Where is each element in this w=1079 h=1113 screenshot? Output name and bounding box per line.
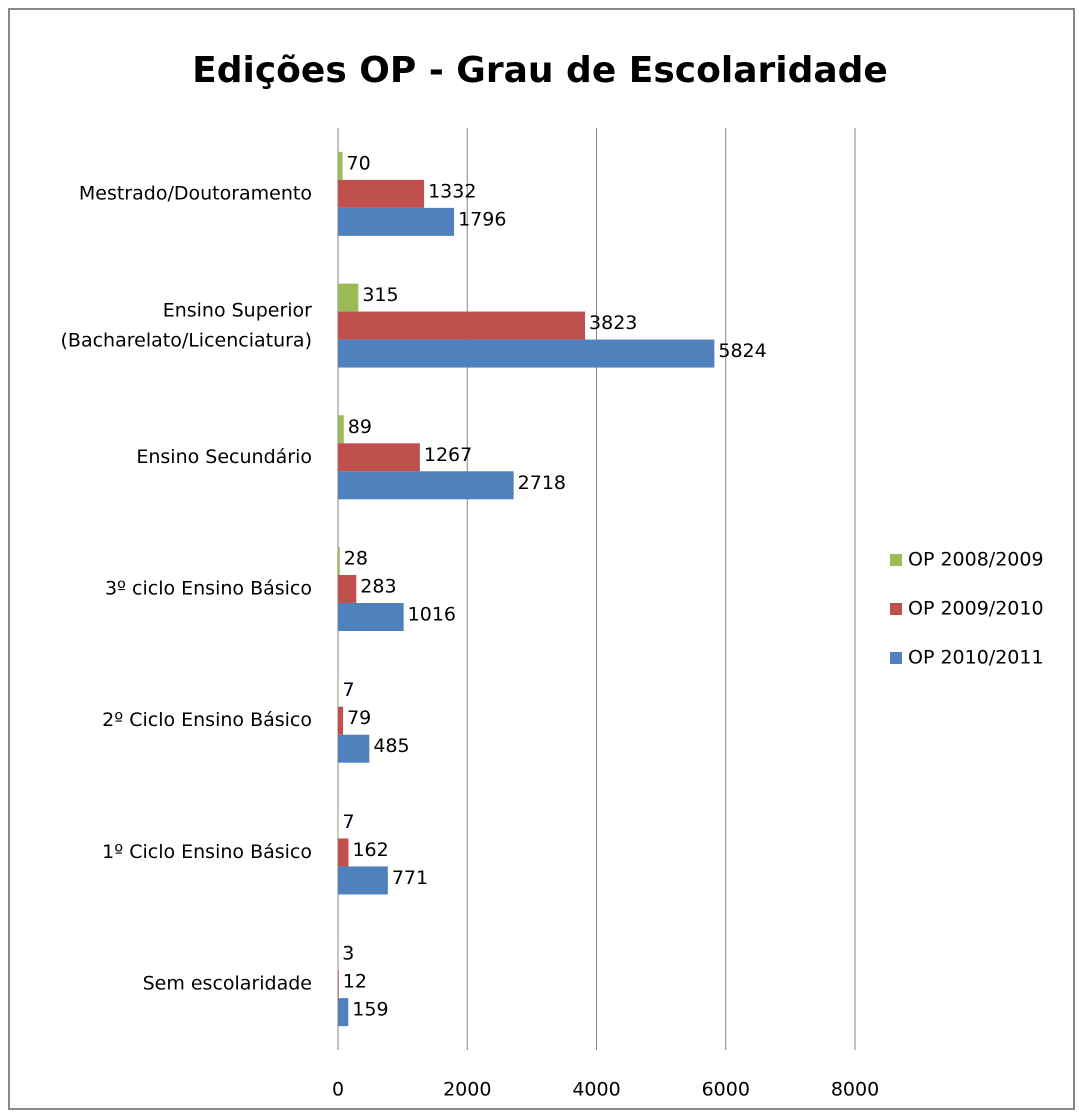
bar bbox=[338, 311, 586, 340]
bar bbox=[338, 339, 715, 368]
bar bbox=[338, 179, 425, 208]
legend-swatch bbox=[890, 603, 902, 615]
legend-swatch bbox=[890, 652, 902, 664]
bar bbox=[338, 734, 370, 763]
data-label: 2718 bbox=[518, 472, 566, 494]
bar bbox=[338, 998, 349, 1027]
data-label: 283 bbox=[360, 576, 396, 598]
bar bbox=[338, 415, 344, 444]
data-label: 485 bbox=[373, 735, 409, 757]
data-label: 1796 bbox=[458, 208, 506, 230]
bar bbox=[338, 283, 359, 312]
data-label: 1016 bbox=[408, 604, 456, 626]
y-tick-label: 2º Ciclo Ensino Básico bbox=[102, 709, 312, 731]
data-label: 7 bbox=[342, 679, 354, 701]
bar bbox=[338, 970, 339, 999]
x-tick-label: 8000 bbox=[831, 1079, 879, 1101]
data-label: 771 bbox=[392, 867, 428, 889]
y-tick-label: Sem escolaridade bbox=[143, 973, 312, 995]
bar bbox=[338, 838, 349, 867]
data-label: 1267 bbox=[424, 444, 472, 466]
data-label: 3 bbox=[342, 943, 354, 965]
data-label: 7 bbox=[342, 811, 354, 833]
y-tick-label: Mestrado/Doutoramento bbox=[79, 182, 312, 204]
data-label: 3823 bbox=[589, 312, 637, 334]
data-label: 79 bbox=[347, 707, 371, 729]
bar bbox=[338, 207, 455, 236]
data-label: 1332 bbox=[428, 180, 476, 202]
legend-swatch bbox=[890, 554, 902, 566]
data-label: 28 bbox=[344, 548, 368, 570]
bar bbox=[338, 547, 340, 575]
x-tick-label: 4000 bbox=[572, 1079, 620, 1101]
data-label: 162 bbox=[352, 839, 388, 861]
data-label: 315 bbox=[362, 284, 398, 306]
y-tick-label: Ensino Superior (Bacharelato/Licenciatura… bbox=[61, 299, 313, 351]
bar bbox=[338, 706, 344, 735]
chart-title: Edições OP - Grau de Escolaridade bbox=[192, 50, 888, 91]
bar bbox=[338, 575, 357, 603]
legend-label: OP 2009/2010 bbox=[908, 598, 1044, 620]
bar bbox=[338, 151, 343, 180]
data-label: 12 bbox=[343, 971, 367, 993]
data-label: 5824 bbox=[718, 340, 766, 362]
x-tick-label: 2000 bbox=[443, 1079, 491, 1101]
y-tick-label: Ensino Secundário bbox=[136, 446, 312, 468]
legend-label: OP 2008/2009 bbox=[908, 549, 1044, 571]
data-label: 70 bbox=[347, 152, 371, 174]
data-label: 159 bbox=[352, 999, 388, 1021]
y-tick-label: 1º Ciclo Ensino Básico bbox=[102, 841, 312, 863]
x-tick-label: 6000 bbox=[702, 1079, 750, 1101]
data-label: 89 bbox=[348, 416, 372, 438]
bar bbox=[338, 603, 404, 631]
x-tick-label: 0 bbox=[332, 1079, 344, 1101]
legend-label: OP 2010/2011 bbox=[908, 647, 1044, 669]
y-tick-label: 3º ciclo Ensino Básico bbox=[105, 578, 312, 600]
bar bbox=[338, 866, 388, 895]
bar bbox=[338, 443, 420, 472]
bar bbox=[338, 471, 514, 500]
